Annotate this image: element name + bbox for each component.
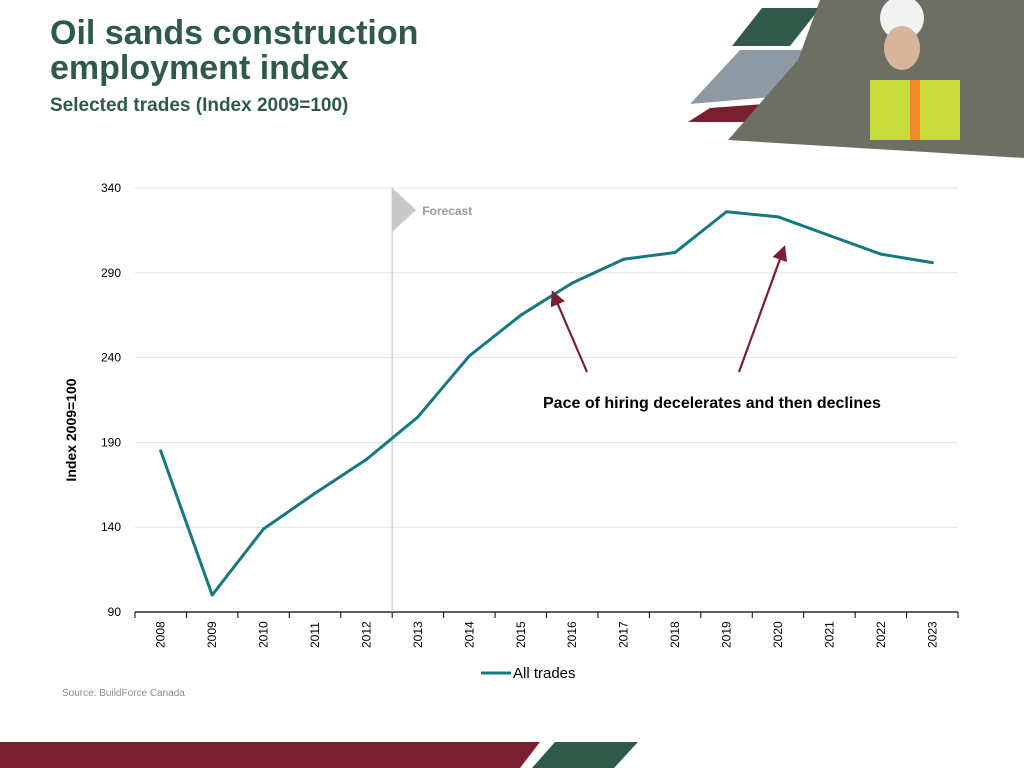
slide-subtitle: Selected trades (Index 2009=100) — [50, 95, 349, 116]
chart-axes: 90 140 190 240 290 340 2008 2009 2010 2011 2012 201… — [101, 181, 959, 648]
footer-band — [0, 742, 638, 768]
data-point — [725, 210, 729, 214]
x-tick-label: 2023 — [925, 621, 939, 648]
x-tick-label: 2016 — [565, 621, 579, 648]
data-point — [879, 252, 883, 256]
data-point — [827, 233, 831, 237]
series-layer — [159, 210, 934, 597]
worker-vest-stripe — [910, 80, 920, 140]
data-point — [159, 449, 163, 453]
chart-legend: All trades — [481, 665, 576, 682]
slide-title-line-2: employment index — [50, 49, 349, 87]
series-line-all-trades — [159, 210, 934, 597]
employment-index-chart: 90 140 190 240 290 340 2008 2009 2010 2011 2012 201… — [63, 181, 959, 682]
data-point — [622, 257, 626, 261]
x-tick-label: 2014 — [462, 621, 476, 648]
y-tick-label: 90 — [108, 605, 122, 619]
x-tick-label: 2017 — [617, 621, 631, 648]
x-tick-label: 2020 — [771, 621, 785, 648]
x-tick-label: 2009 — [205, 621, 219, 648]
y-axis-label: Index 2009=100 — [63, 378, 79, 481]
x-tick-label: 2010 — [257, 621, 271, 648]
data-point — [416, 415, 420, 419]
forecast-arrow-icon — [392, 188, 417, 232]
worker-hard-hat — [880, 0, 924, 40]
x-tick-label: 2008 — [154, 621, 168, 648]
gridlines — [135, 187, 958, 528]
source-note: Source: BuildForce Canada — [62, 688, 185, 699]
data-point — [262, 527, 266, 531]
banner-green-stripe — [732, 8, 820, 46]
footer-green-band — [532, 742, 638, 768]
annotation-arrow-2 — [737, 245, 788, 373]
header-photo-collage — [688, 0, 1024, 158]
footer-maroon-band — [0, 742, 540, 768]
x-tick-label: 2022 — [874, 621, 888, 648]
data-point — [673, 250, 677, 254]
data-point — [210, 593, 214, 597]
data-point — [313, 491, 317, 495]
data-point — [570, 281, 574, 285]
forecast-label: Forecast — [422, 204, 472, 218]
x-tick-label: 2011 — [308, 622, 322, 648]
legend-label: All trades — [513, 665, 576, 682]
x-tick-label: 2018 — [668, 621, 682, 648]
data-point — [776, 215, 780, 219]
data-point — [467, 354, 471, 358]
y-tick-label: 290 — [101, 266, 121, 280]
y-tick-label: 140 — [101, 520, 121, 534]
x-tick-label: 2013 — [411, 621, 425, 648]
y-tick-label: 240 — [101, 351, 121, 365]
x-tick-label: 2015 — [514, 621, 528, 648]
x-tick-label: 2021 — [822, 621, 836, 648]
worker-face — [884, 26, 920, 70]
forecast-marker: Forecast — [391, 188, 472, 612]
slide-title: Oil sands construction employment index — [50, 16, 610, 86]
annotation-text: Pace of hiring decelerates and then decl… — [543, 395, 881, 412]
annotation-layer: Pace of hiring decelerates and then decl… — [543, 245, 881, 412]
annotation-arrow-1 — [550, 290, 589, 373]
data-point — [930, 261, 934, 265]
y-tick-label: 340 — [101, 181, 121, 195]
y-tick-label: 190 — [101, 435, 121, 449]
data-point — [364, 457, 368, 461]
x-tick-label: 2012 — [359, 621, 373, 648]
data-point — [519, 313, 523, 317]
x-tick-label: 2019 — [720, 621, 734, 648]
slide-title-line-1: Oil sands construction — [50, 14, 419, 52]
